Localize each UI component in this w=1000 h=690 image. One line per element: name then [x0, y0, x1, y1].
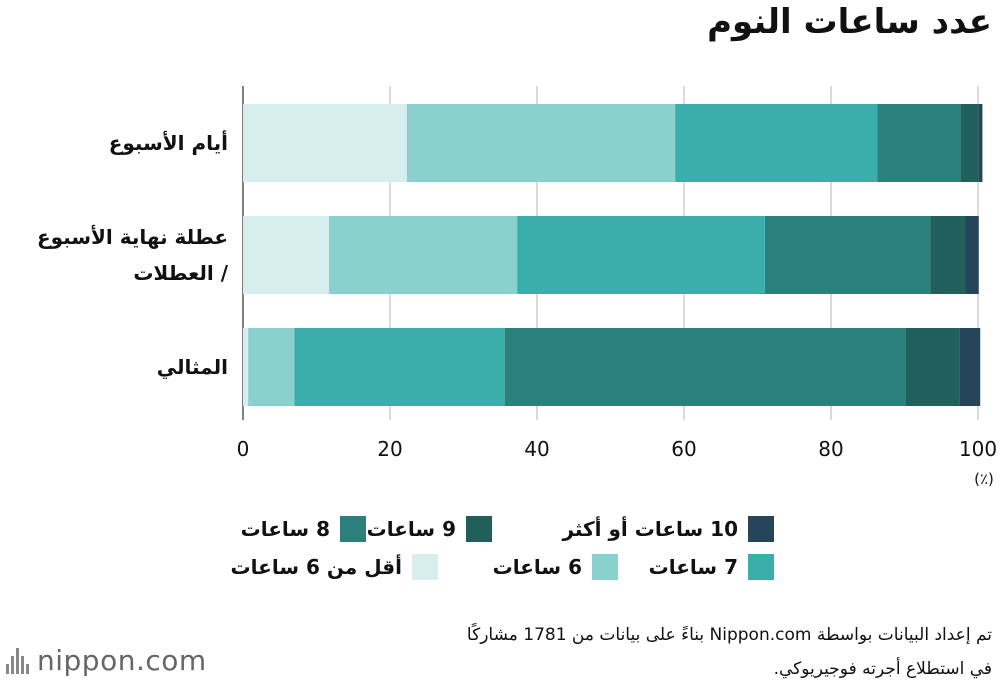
nippon-logo: nippon.com [6, 644, 207, 677]
legend-label-3: 8 ساعات [240, 517, 330, 541]
legend-label-1: 6 ساعات [492, 555, 582, 579]
x-axis-ticks: 0 20 40 60 80 100 [237, 437, 997, 461]
x-tick-60: 60 [671, 437, 696, 461]
logo-bar-1 [11, 655, 14, 674]
legend-label-0: أقل من 6 ساعات [230, 555, 402, 579]
legend: 10 ساعات أو أكثر 9 ساعات 8 ساعات 7 ساعات 6 س… [0, 512, 1000, 592]
logo-bar-4 [26, 663, 29, 674]
legend-item-4: 9 ساعات [367, 512, 492, 546]
bar-segment-1-1 [328, 216, 518, 294]
legend-swatch-1 [592, 554, 618, 580]
legend-item-0: أقل من 6 ساعات [231, 550, 438, 584]
bar-segment-0-0 [243, 104, 407, 182]
legend-swatch-2 [748, 554, 774, 580]
x-tick-40: 40 [524, 437, 549, 461]
category-label-2: المثالي [156, 355, 228, 379]
legend-swatch-5 [748, 516, 774, 542]
legend-swatch-3 [340, 516, 366, 542]
bar-segment-0-1 [406, 104, 676, 182]
unit-label: (٪) [974, 470, 994, 488]
legend-item-3: 8 ساعات [241, 512, 366, 546]
legend-label-4: 9 ساعات [366, 517, 456, 541]
x-tick-80: 80 [818, 437, 843, 461]
bar-segment-1-0 [243, 216, 329, 294]
logo-text: nippon.com [37, 644, 207, 677]
chart-title: عدد ساعات النوم [707, 2, 992, 42]
bar-segment-2-0 [243, 328, 249, 406]
bar-segment-1-5 [965, 216, 979, 294]
bars [243, 104, 983, 406]
x-tick-0: 0 [237, 437, 250, 461]
legend-item-2: 7 ساعات [649, 550, 774, 584]
bar-segment-2-4 [905, 328, 960, 406]
source-line-1: تم إعداد البيانات بواسطة Nippon.com بناء… [466, 625, 992, 645]
legend-swatch-4 [466, 516, 492, 542]
bar-segment-0-5 [978, 104, 983, 182]
x-tick-20: 20 [377, 437, 402, 461]
bar-segment-2-2 [294, 328, 505, 406]
bar-segment-2-5 [959, 328, 981, 406]
category-label-1: عطلة نهاية الأسبوع / العطلات [36, 225, 228, 285]
bar-segment-1-2 [517, 216, 765, 294]
logo-bar-3 [21, 655, 24, 674]
legend-item-1: 6 ساعات [493, 550, 618, 584]
legend-label-5: 10 ساعات أو أكثر [562, 517, 738, 541]
bar-segment-0-4 [960, 104, 979, 182]
bar-segment-0-2 [675, 104, 878, 182]
x-tick-100: 100 [959, 437, 997, 461]
logo-bar-2 [16, 647, 19, 674]
nippon-bars-icon [6, 647, 29, 674]
legend-swatch-0 [412, 554, 438, 580]
legend-item-5: 10 ساعات أو أكثر [562, 512, 774, 546]
logo-bar-0 [6, 663, 9, 674]
bar-segment-0-3 [877, 104, 961, 182]
category-label-0: أيام الأسبوع [108, 131, 228, 155]
bar-segment-2-3 [504, 328, 906, 406]
legend-label-2: 7 ساعات [648, 555, 738, 579]
stacked-bar-chart: 0 20 40 60 80 100 (٪) [237, 86, 997, 488]
bar-segment-1-4 [930, 216, 966, 294]
source-note: تم إعداد البيانات بواسطة Nippon.com بناء… [272, 618, 992, 686]
source-line-2: في استطلاع أجرته فوجيريوكي. [773, 659, 992, 679]
bar-segment-1-3 [764, 216, 931, 294]
bar-segment-2-1 [248, 328, 295, 406]
